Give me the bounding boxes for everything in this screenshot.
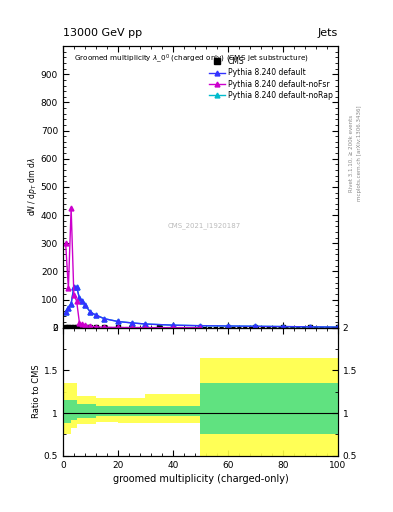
Text: Jets: Jets [318, 28, 338, 38]
Y-axis label: $\mathrm{d}N$ / $\mathrm{d}p_T$ $\mathrm{d}\mathrm{m}$ $\mathrm{d}\lambda$: $\mathrm{d}N$ / $\mathrm{d}p_T$ $\mathrm… [26, 158, 39, 216]
Y-axis label: Ratio to CMS: Ratio to CMS [32, 365, 41, 418]
Text: 13000 GeV pp: 13000 GeV pp [63, 28, 142, 38]
X-axis label: groomed multiplicity (charged-only): groomed multiplicity (charged-only) [112, 474, 288, 484]
Text: Rivet 3.1.10, ≥ 200k events: Rivet 3.1.10, ≥ 200k events [349, 115, 354, 192]
Text: mcplots.cern.ch [arXiv:1306.3436]: mcplots.cern.ch [arXiv:1306.3436] [357, 106, 362, 201]
Legend: CMS, Pythia 8.240 default, Pythia 8.240 default-noFsr, Pythia 8.240 default-noRa: CMS, Pythia 8.240 default, Pythia 8.240 … [208, 55, 334, 101]
Text: CMS_2021_I1920187: CMS_2021_I1920187 [167, 222, 241, 229]
Text: Groomed multiplicity $\lambda\_0^0$ (charged only) (CMS jet substructure): Groomed multiplicity $\lambda\_0^0$ (cha… [74, 52, 309, 65]
